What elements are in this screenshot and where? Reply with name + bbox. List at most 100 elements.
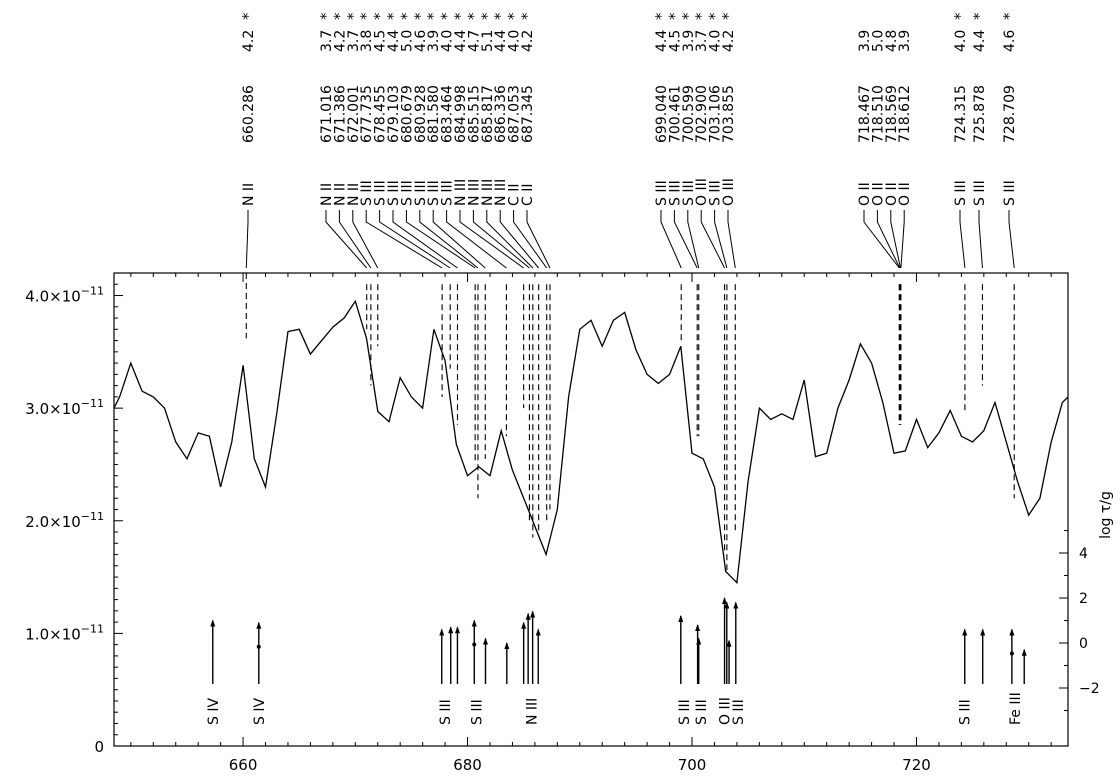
wavelength-label: 679.103 [386, 85, 402, 143]
bottom-ion-label: S IV [206, 698, 222, 725]
connector-line [660, 210, 682, 269]
right-tick-label: 2 [1079, 591, 1088, 607]
optical-depth-arrowhead [733, 601, 739, 609]
ion-label: O II [857, 182, 873, 206]
star-marker: * [344, 12, 362, 20]
star-marker: * [491, 12, 509, 20]
line-strength-label: 3.9 [681, 30, 697, 52]
optical-depth-arrowhead [482, 637, 488, 645]
ion-label: N III [493, 179, 509, 206]
star-marker: * [706, 12, 724, 20]
connector-line [472, 210, 530, 269]
star-marker: * [330, 12, 348, 20]
ion-label: S III [681, 180, 697, 206]
ion-label: S III [413, 180, 429, 206]
optical-depth-arrowhead [439, 628, 445, 636]
star-marker: * [719, 12, 737, 20]
optical-depth-arrowhead [525, 612, 531, 620]
connector-line [900, 210, 905, 269]
connector-line [352, 210, 379, 269]
connector-line [513, 210, 548, 269]
y-tick-label: 4.0×10−11 [25, 285, 104, 306]
line-strength-label: 4.2 [332, 30, 348, 52]
x-tick-label: 660 [229, 756, 258, 774]
connector-line [338, 210, 372, 269]
optical-depth-arrowhead [256, 621, 262, 629]
line-strength-label: 5.0 [399, 30, 415, 52]
ion-label: S III [373, 180, 389, 206]
wavelength-label: 681.580 [426, 85, 442, 143]
line-strength-label: 4.6 [1002, 30, 1018, 52]
connector-line [959, 210, 966, 269]
optical-depth-arrowhead [1009, 628, 1015, 636]
line-strength-label: 5.0 [870, 30, 886, 52]
y-tick-label: 0 [94, 738, 104, 756]
ion-label: S III [708, 180, 724, 206]
wavelength-label: 683.464 [440, 85, 456, 143]
line-strength-label: 4.0 [507, 30, 523, 52]
ion-label: C II [520, 184, 536, 206]
star-marker: * [505, 12, 523, 20]
optical-depth-arrowhead [521, 621, 527, 629]
star-marker: * [665, 12, 683, 20]
bottom-ion-label: S III [958, 699, 974, 725]
wavelength-label: 660.286 [241, 85, 257, 143]
ion-label: O III [694, 178, 710, 206]
connector-line [419, 210, 479, 269]
connector-line [863, 210, 900, 269]
bottom-ion-label: S IV [252, 698, 268, 725]
bottom-ion-label: S III [470, 699, 486, 725]
optical-depth-arrowhead [530, 610, 536, 618]
line-strength-label: 4.2 [721, 30, 737, 52]
star-marker: * [451, 12, 469, 20]
connector-line [486, 210, 534, 269]
star-marker: * [478, 12, 496, 20]
optical-depth-arrowhead [678, 615, 684, 622]
ion-label: O II [897, 182, 913, 206]
wavelength-label: 702.900 [694, 85, 710, 143]
line-strength-label: 3.7 [694, 30, 710, 52]
connector-line [446, 210, 507, 269]
wavelength-label: 728.709 [1002, 85, 1018, 143]
star-marker: * [411, 12, 429, 20]
line-strength-label: 5.1 [480, 30, 496, 52]
connector-line [700, 210, 726, 269]
line-strength-label: 3.9 [426, 30, 442, 52]
connector-line [379, 210, 451, 269]
connector-line [978, 210, 983, 269]
wavelength-label: 685.817 [480, 85, 496, 143]
line-strength-label: 4.5 [373, 30, 389, 52]
connector-line [365, 210, 443, 269]
connector-line [890, 210, 901, 269]
star-marker: * [692, 12, 710, 20]
connector-line [325, 210, 368, 269]
star-marker: * [1000, 12, 1018, 20]
ion-label: C II [507, 184, 523, 206]
wavelength-label: 686.336 [493, 85, 509, 143]
wavelength-label: 703.106 [708, 85, 724, 143]
star-marker: * [317, 12, 335, 20]
ion-label: N II [332, 183, 348, 206]
line-strength-label: 4.4 [453, 30, 469, 52]
optical-depth-arrowhead [210, 619, 216, 627]
optical-depth-dot [472, 642, 477, 647]
wavelength-label: 718.510 [870, 85, 886, 143]
x-tick-label: 680 [453, 756, 482, 774]
optical-depth-arrowhead [722, 597, 728, 604]
optical-depth-arrowhead [962, 628, 968, 636]
connector-line [432, 210, 486, 269]
wavelength-label: 672.001 [346, 85, 362, 143]
ion-label: N III [466, 179, 482, 206]
connector-line [499, 210, 540, 269]
line-strength-label: 4.0 [708, 30, 724, 52]
line-strength-label: 3.7 [319, 30, 335, 52]
line-strength-label: 4.2 [241, 30, 257, 52]
ion-label: S III [654, 180, 670, 206]
ion-label: S III [953, 180, 969, 206]
wavelength-label: 699.040 [654, 85, 670, 143]
ion-label: O III [721, 178, 737, 206]
line-strength-label: 4.4 [972, 30, 988, 52]
spectrum-line [113, 299, 1069, 585]
line-strength-label: 4.6 [413, 30, 429, 52]
